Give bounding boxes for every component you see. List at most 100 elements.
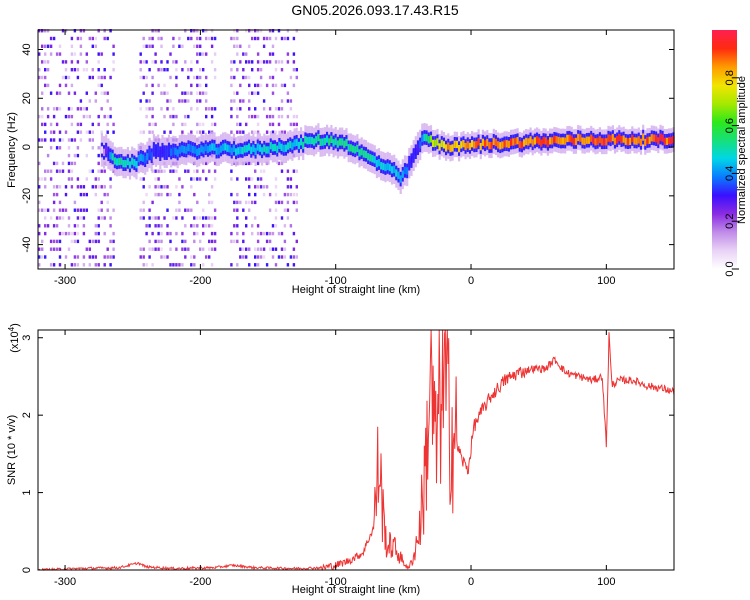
spectrogram-cell	[486, 138, 489, 147]
spectrogram-cell	[52, 114, 56, 119]
spectrogram-cell	[208, 169, 211, 173]
spectrogram-cell	[52, 192, 56, 197]
spectrogram-cell	[283, 36, 287, 41]
spectrogram-cell	[82, 224, 86, 228]
spectrogram-cell	[254, 247, 257, 251]
spectrogram-cell	[139, 68, 142, 72]
spectrogram-cell	[181, 247, 184, 251]
spectrogram-cell	[196, 83, 199, 88]
spectrogram-cell	[151, 169, 154, 173]
spectrogram-cell	[70, 231, 74, 236]
spectrogram-cell	[598, 135, 601, 144]
spectrogram-cell	[100, 130, 103, 134]
spectrogram-cell	[395, 169, 398, 177]
spectrogram-cell	[259, 83, 263, 88]
spectrogram-cell	[210, 216, 214, 220]
spectrogram-cell	[233, 239, 236, 244]
spectrogram-cell	[236, 130, 239, 134]
spectrogram-cell	[280, 114, 284, 119]
spectrogram-cell	[58, 208, 62, 212]
spectrogram-cell	[106, 99, 109, 103]
spectrogram-cell	[268, 36, 272, 41]
spectrogram-cell	[248, 44, 251, 48]
spectrogram-cell	[79, 122, 83, 127]
spectrogram-cell	[160, 224, 163, 228]
spectrogram-cell	[157, 83, 160, 88]
spectrogram-cell	[202, 29, 205, 33]
spectrogram-cell	[280, 107, 284, 111]
spectrogram-cell	[100, 83, 103, 88]
spectrogram-cell	[259, 231, 263, 236]
spectrogram-cell	[38, 177, 41, 181]
spectrogram-cell	[196, 224, 199, 228]
spectrogram-cell	[277, 107, 281, 111]
spectrogram-cell	[44, 68, 47, 72]
spectrogram-cell	[213, 161, 217, 166]
spectrogram-cell	[46, 83, 50, 88]
spectrogram-cell	[49, 138, 53, 142]
spectrogram-cell	[157, 146, 160, 154]
spectrogram-cell	[160, 36, 163, 41]
spectrogram-cell	[64, 231, 68, 236]
spectrogram-cell	[245, 145, 249, 153]
spectrogram-cell	[163, 255, 166, 259]
spectrogram-cell	[115, 158, 119, 166]
spectrogram-cell	[356, 144, 359, 153]
spectrogram-cell	[254, 192, 257, 197]
spectrogram-cell	[295, 255, 298, 259]
spectrogram-cell	[161, 146, 164, 154]
spectrogram-cell	[163, 185, 166, 189]
spectrogram-cell	[142, 255, 145, 259]
spectrogram-cell	[616, 136, 619, 144]
spectrogram-cell	[292, 169, 296, 173]
spectrogram-cell	[76, 255, 80, 259]
spectrogram-cell	[292, 263, 296, 267]
spectrogram-cell	[262, 99, 266, 103]
spectrogram-cell	[97, 224, 100, 228]
spectrogram-cell	[113, 157, 116, 165]
spectrogram-cell	[178, 200, 181, 205]
spectrogram-cell	[236, 36, 239, 41]
spectrogram-cell	[151, 130, 154, 134]
spectrogram-cell	[248, 91, 251, 95]
spectrogram-cell	[219, 145, 223, 153]
spectrogram-cell	[94, 99, 97, 103]
spectrogram-cell	[76, 239, 80, 244]
spectrogram-cell	[124, 160, 127, 168]
spectrogram-cell	[248, 200, 251, 205]
spectrogram-cell	[97, 169, 100, 173]
spectrogram-cell	[237, 147, 240, 155]
spectrogram-cell	[222, 143, 225, 151]
spectrogram-cell	[61, 75, 65, 80]
spectrogram-cell	[82, 216, 86, 220]
spectrogram-cell	[199, 36, 202, 41]
spectrogram-cell	[163, 130, 166, 134]
spectrogram-cell	[112, 68, 115, 72]
spectrogram-cell	[475, 141, 478, 149]
spectrogram-cell	[52, 161, 56, 166]
spectrogram-cell	[49, 247, 53, 251]
spectrogram-cell	[178, 208, 181, 212]
spectrogram-cell	[286, 99, 290, 103]
spectrogram-cell	[265, 146, 268, 154]
spectrogram-cell	[67, 146, 71, 150]
spectrogram-cell	[252, 144, 255, 152]
spectrogram-cell	[82, 192, 86, 197]
spectrogram-y-label: Frequency (Hz)	[6, 112, 18, 188]
spectrogram-cell	[254, 200, 257, 205]
spectrogram-cell	[292, 255, 296, 259]
spectrogram-cell	[58, 255, 62, 259]
spectrogram-cell	[230, 130, 233, 134]
spectrogram-cell	[100, 91, 103, 95]
spectrogram-cell	[199, 44, 202, 48]
spectrogram-cell	[85, 91, 88, 95]
spectrogram-cell	[160, 255, 163, 259]
spectrogram-cell	[193, 255, 196, 259]
spectrogram-cell	[103, 68, 106, 72]
spectrogram-cell	[196, 91, 199, 95]
spectrogram-cell	[103, 148, 106, 156]
spectrogram-cell	[280, 247, 284, 251]
spectrogram-cell	[251, 60, 254, 64]
spectrogram-cell	[88, 130, 91, 134]
spectrogram-cell	[52, 224, 56, 228]
